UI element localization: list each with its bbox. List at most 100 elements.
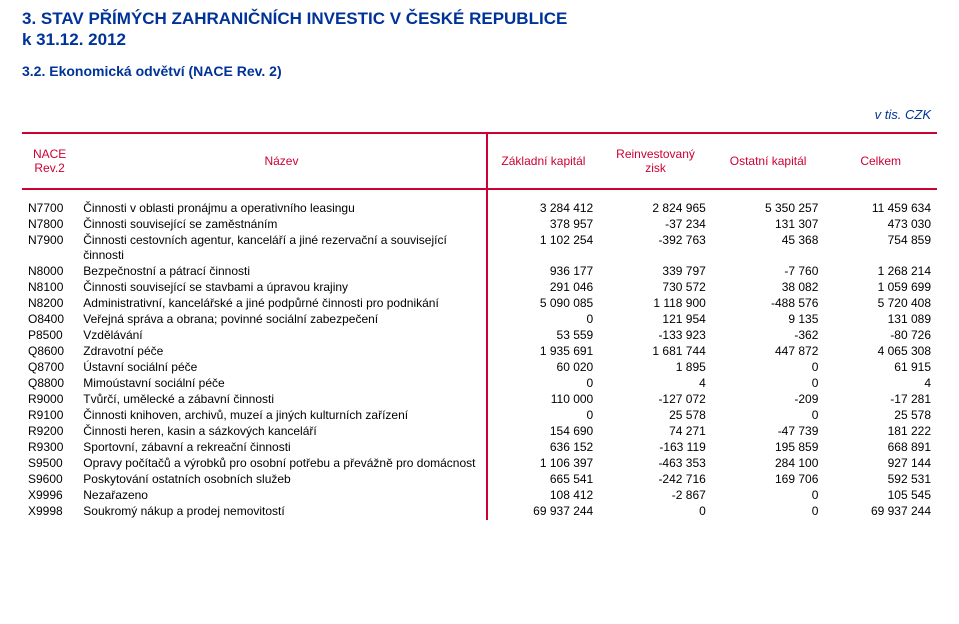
cell-value: 936 177	[487, 264, 600, 280]
cell-code: Q8800	[22, 376, 77, 392]
cell-value: 11 459 634	[824, 201, 937, 217]
cell-value: 5 090 085	[487, 296, 600, 312]
cell-name: Veřejná správa a obrana; povinné sociáln…	[77, 312, 486, 328]
cell-value: 0	[599, 504, 712, 520]
cell-value: 181 222	[824, 424, 937, 440]
cell-value: 754 859	[824, 233, 937, 264]
table-row: N8200Administrativní, kancelářské a jiné…	[22, 296, 937, 312]
cell-code: N8000	[22, 264, 77, 280]
cell-value: 1 118 900	[599, 296, 712, 312]
col-header-c4: Celkem	[824, 133, 937, 189]
cell-code: R9300	[22, 440, 77, 456]
cell-code: S9500	[22, 456, 77, 472]
cell-value: 69 937 244	[824, 504, 937, 520]
cell-value: 0	[487, 408, 600, 424]
cell-value: 69 937 244	[487, 504, 600, 520]
spacer-row	[22, 189, 937, 201]
cell-code: R9000	[22, 392, 77, 408]
cell-value: 4	[824, 376, 937, 392]
cell-name: Nezařazeno	[77, 488, 486, 504]
cell-value: -133 923	[599, 328, 712, 344]
cell-code: N8200	[22, 296, 77, 312]
cell-value: 5 720 408	[824, 296, 937, 312]
cell-code: S9600	[22, 472, 77, 488]
subtitle: 3.2. Ekonomická odvětví (NACE Rev. 2)	[22, 63, 937, 79]
cell-value: -463 353	[599, 456, 712, 472]
cell-value: -127 072	[599, 392, 712, 408]
cell-value: 2 824 965	[599, 201, 712, 217]
data-table: NACE Rev.2 Název Základní kapitál Reinve…	[22, 132, 937, 520]
cell-value: -209	[712, 392, 825, 408]
cell-value: 0	[712, 408, 825, 424]
cell-value: 38 082	[712, 280, 825, 296]
cell-value: 45 368	[712, 233, 825, 264]
cell-name: Činnosti související se zaměstnáním	[77, 217, 486, 233]
cell-name: Činnosti knihoven, archivů, muzeí a jiný…	[77, 408, 486, 424]
cell-value: 730 572	[599, 280, 712, 296]
cell-code: Q8600	[22, 344, 77, 360]
cell-code: R9200	[22, 424, 77, 440]
cell-value: 1 106 397	[487, 456, 600, 472]
table-row: Q8800Mimoústavní sociální péče0404	[22, 376, 937, 392]
title-line2: k 31.12. 2012	[22, 29, 937, 50]
cell-value: 105 545	[824, 488, 937, 504]
cell-value: 5 350 257	[712, 201, 825, 217]
cell-value: 665 541	[487, 472, 600, 488]
document-page: 3. STAV PŘÍMÝCH ZAHRANIČNÍCH INVESTIC V …	[0, 0, 959, 624]
cell-value: 195 859	[712, 440, 825, 456]
table-row: N7900Činnosti cestovních agentur, kancel…	[22, 233, 937, 264]
unit-label: v tis. CZK	[22, 107, 937, 122]
cell-name: Poskytování ostatních osobních služeb	[77, 472, 486, 488]
table-row: R9000Tvůrčí, umělecké a zábavní činnosti…	[22, 392, 937, 408]
cell-value: 927 144	[824, 456, 937, 472]
table-body: N7700Činnosti v oblasti pronájmu a opera…	[22, 189, 937, 520]
cell-value: 447 872	[712, 344, 825, 360]
col-header-c1: Základní kapitál	[487, 133, 600, 189]
cell-value: 0	[487, 312, 600, 328]
cell-value: 4 065 308	[824, 344, 937, 360]
cell-value: 0	[712, 488, 825, 504]
cell-value: 131 089	[824, 312, 937, 328]
cell-code: N7800	[22, 217, 77, 233]
table-header: NACE Rev.2 Název Základní kapitál Reinve…	[22, 133, 937, 189]
cell-value: 339 797	[599, 264, 712, 280]
cell-value: 74 271	[599, 424, 712, 440]
cell-value: 0	[487, 376, 600, 392]
cell-name: Bezpečnostní a pátrací činnosti	[77, 264, 486, 280]
cell-value: -392 763	[599, 233, 712, 264]
cell-name: Mimoústavní sociální péče	[77, 376, 486, 392]
cell-code: N7700	[22, 201, 77, 217]
cell-value: 110 000	[487, 392, 600, 408]
cell-value: 1 935 691	[487, 344, 600, 360]
cell-name: Soukromý nákup a prodej nemovitostí	[77, 504, 486, 520]
cell-code: N8100	[22, 280, 77, 296]
cell-value: 60 020	[487, 360, 600, 376]
cell-value: 1 102 254	[487, 233, 600, 264]
cell-name: Opravy počítačů a výrobků pro osobní pot…	[77, 456, 486, 472]
cell-value: 25 578	[824, 408, 937, 424]
cell-value: 0	[712, 360, 825, 376]
cell-name: Činnosti heren, kasin a sázkových kancel…	[77, 424, 486, 440]
cell-code: N7900	[22, 233, 77, 264]
cell-code: X9996	[22, 488, 77, 504]
table-row: Q8700Ústavní sociální péče60 0201 895061…	[22, 360, 937, 376]
cell-value: -2 867	[599, 488, 712, 504]
cell-value: 4	[599, 376, 712, 392]
cell-value: 3 284 412	[487, 201, 600, 217]
cell-value: 25 578	[599, 408, 712, 424]
cell-value: 592 531	[824, 472, 937, 488]
cell-name: Vzdělávání	[77, 328, 486, 344]
cell-name: Administrativní, kancelářské a jiné podp…	[77, 296, 486, 312]
table-row: X9996Nezařazeno108 412-2 8670105 545	[22, 488, 937, 504]
cell-value: -362	[712, 328, 825, 344]
cell-name: Sportovní, zábavní a rekreační činnosti	[77, 440, 486, 456]
cell-value: 636 152	[487, 440, 600, 456]
table-row: X9998Soukromý nákup a prodej nemovitostí…	[22, 504, 937, 520]
cell-value: 9 135	[712, 312, 825, 328]
cell-value: -7 760	[712, 264, 825, 280]
col-header-name: Název	[77, 133, 486, 189]
cell-value: 1 059 699	[824, 280, 937, 296]
cell-value: -80 726	[824, 328, 937, 344]
cell-value: -37 234	[599, 217, 712, 233]
table-row: R9100Činnosti knihoven, archivů, muzeí a…	[22, 408, 937, 424]
